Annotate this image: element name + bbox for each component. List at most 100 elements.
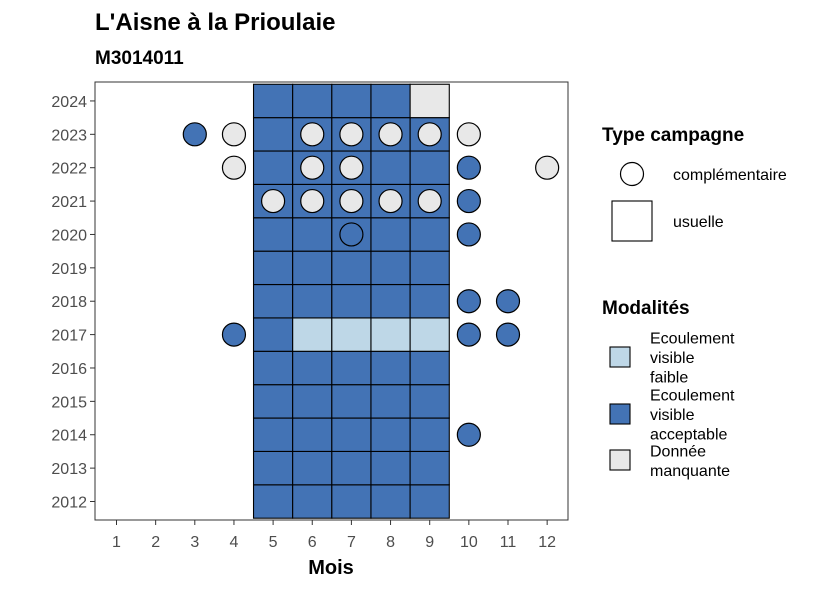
data-point <box>300 155 325 180</box>
x-tick-label: 7 <box>347 534 356 551</box>
heatmap-cell <box>252 317 294 352</box>
data-point <box>339 222 364 247</box>
data-point <box>456 322 481 347</box>
data-point <box>495 322 521 347</box>
legend-circle-key <box>619 161 645 187</box>
legend-modalites: Modalités Ecoulement visible faibleEcouleme… <box>602 298 735 480</box>
heatmap-cell <box>370 150 411 185</box>
data-point <box>456 155 481 180</box>
heatmap-cell <box>292 350 333 386</box>
data-point <box>221 322 247 347</box>
heatmap-cell <box>409 150 450 185</box>
heatmap-cell <box>252 283 294 319</box>
heatmap-cell <box>331 450 372 486</box>
data-point <box>221 122 247 147</box>
heatmap-cell <box>331 283 372 319</box>
heatmap-cell <box>252 83 294 119</box>
heatmap-cell <box>292 250 333 286</box>
heatmap-cell <box>331 417 372 452</box>
heatmap-cell <box>252 217 294 252</box>
y-axis: 2012 2013 2014 2015 2016 2017 2018 2019 2020 2021… <box>51 94 95 512</box>
legend-fill-key <box>609 449 631 471</box>
x-axis-label: Mois <box>308 557 354 579</box>
heatmap-cell <box>409 350 450 386</box>
data-point <box>300 188 325 214</box>
heatmap-cell <box>370 283 411 319</box>
data-point <box>417 188 442 214</box>
legend-title: Modalités <box>602 298 690 319</box>
heatmap-cell <box>409 384 450 419</box>
legend-fill-key <box>609 403 631 425</box>
x-tick-label: 3 <box>190 534 199 551</box>
legend-type-campagne: Type campagne complémentaire usuelle <box>602 125 787 242</box>
data-point <box>417 122 442 147</box>
data-point <box>339 122 364 147</box>
heatmap-cell <box>409 283 450 319</box>
heatmap-cell <box>331 484 372 519</box>
data-point <box>535 155 560 180</box>
x-tick-label: 11 <box>500 534 517 551</box>
y-tick-label: 2018 <box>51 294 87 311</box>
legend-label: Donnée manquante <box>650 443 730 480</box>
heatmap-cell <box>331 250 372 286</box>
heatmap-cell <box>331 350 372 386</box>
chart-title: L'Aisne à la Prioulaie <box>95 9 335 36</box>
y-tick-label: 2017 <box>51 328 87 345</box>
y-tick-label: 2020 <box>51 227 87 244</box>
data-point <box>456 122 481 147</box>
heatmap-cell <box>292 417 333 452</box>
heatmap-cell <box>252 417 294 452</box>
y-tick-label: 2023 <box>51 127 87 144</box>
x-tick-label: 4 <box>229 534 238 551</box>
heatmap-cell <box>292 384 333 419</box>
data-point <box>339 155 364 180</box>
x-tick-label: 1 <box>112 534 121 551</box>
heatmap-cell <box>252 350 294 386</box>
data-point <box>300 122 325 147</box>
data-point <box>182 122 207 147</box>
y-tick-label: 2021 <box>51 194 87 211</box>
heatmap-cell <box>409 250 450 286</box>
heatmap-cell <box>370 350 411 386</box>
x-tick-label: 10 <box>460 534 478 551</box>
heatmap-cell <box>409 417 450 452</box>
heatmap-cell <box>292 217 333 252</box>
data-point <box>456 422 481 447</box>
heatmap-cell <box>292 450 333 486</box>
data-point <box>221 155 247 180</box>
legend-title: Type campagne <box>602 125 744 146</box>
x-tick-label: 2 <box>151 534 160 551</box>
heatmap-cell <box>370 484 411 519</box>
heatmap-cell <box>252 250 294 286</box>
x-tick-label: 8 <box>386 534 395 551</box>
data-point <box>456 188 481 214</box>
x-tick-label: 9 <box>425 534 434 551</box>
heatmap-cell <box>370 450 411 486</box>
y-tick-label: 2012 <box>51 495 87 512</box>
chart-subtitle: M3014011 <box>95 48 184 69</box>
heatmap-cell <box>331 384 372 419</box>
data-point <box>378 188 403 214</box>
heatmap-cell <box>331 83 372 119</box>
heatmap-cell <box>370 317 411 352</box>
heatmap-cell <box>409 317 450 352</box>
heatmap-cell <box>331 317 372 352</box>
data-point <box>456 222 481 247</box>
data-point <box>339 188 364 214</box>
heatmap-cell <box>292 283 333 319</box>
heatmap-cell <box>370 217 411 252</box>
data-point <box>261 188 286 214</box>
heatmap-cell <box>252 484 294 519</box>
heatmap-cell <box>409 217 450 252</box>
legend-square-key <box>611 200 653 242</box>
x-tick-label: 12 <box>538 534 556 551</box>
x-tick-label: 5 <box>269 534 278 551</box>
y-tick-label: 2015 <box>51 394 87 411</box>
heatmap-cell <box>370 384 411 419</box>
legend-label: Ecoulement visible faible <box>650 331 735 387</box>
heatmap-cell <box>409 450 450 486</box>
y-tick-label: 2024 <box>51 94 87 111</box>
y-tick-label: 2022 <box>51 161 87 178</box>
heatmap-cell <box>292 484 333 519</box>
